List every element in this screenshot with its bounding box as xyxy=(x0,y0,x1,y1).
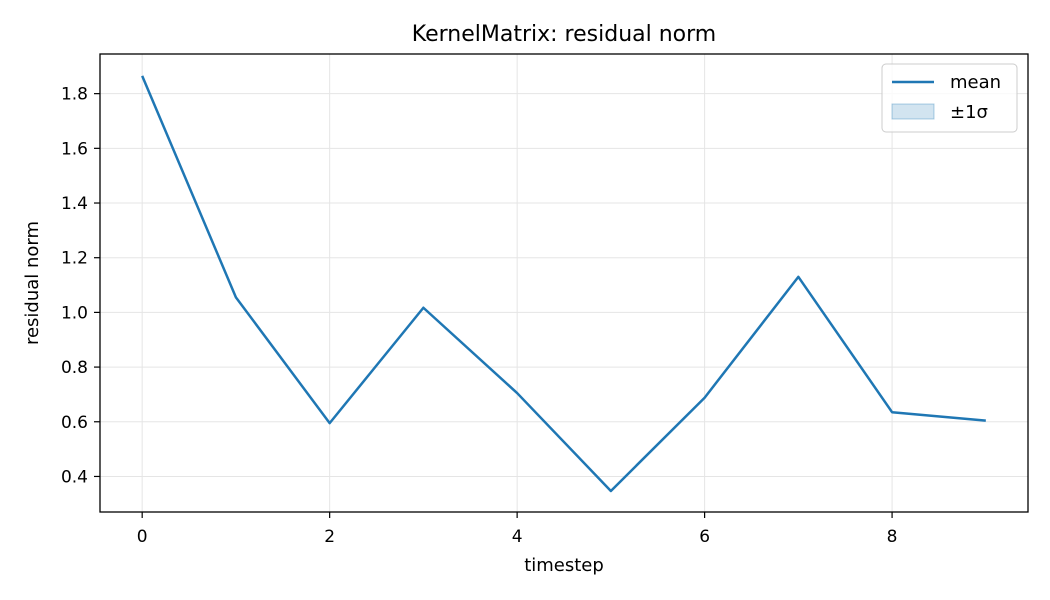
x-tick-label: 4 xyxy=(512,527,523,547)
series-layer xyxy=(141,75,986,493)
y-tick-label: 0.8 xyxy=(61,358,88,378)
legend-band-label: ±1σ xyxy=(950,102,988,123)
plot-area-frame xyxy=(99,53,1029,513)
y-tick-label: 1.8 xyxy=(61,85,88,105)
legend-mean-label: mean xyxy=(950,72,1001,93)
y-axis-ticks: 0.4 0.6 0.8 1.0 1.2 1.4 1.6 1.8 xyxy=(61,85,100,487)
y-tick-label: 1.0 xyxy=(61,303,88,323)
x-axis-ticks: 0 2 4 6 8 xyxy=(137,512,898,547)
y-tick-label: 1.6 xyxy=(61,139,88,159)
x-tick-label: 8 xyxy=(887,527,898,547)
x-tick-label: 0 xyxy=(137,527,148,547)
y-axis-label: residual norm xyxy=(22,221,43,345)
series-mean-line xyxy=(141,75,986,493)
y-tick-label: 0.6 xyxy=(61,413,88,433)
y-tick-label: 1.4 xyxy=(61,194,88,214)
legend: mean ±1σ xyxy=(881,63,1018,133)
y-tick-label: 0.4 xyxy=(61,467,88,487)
y-tick-label: 1.2 xyxy=(61,249,88,269)
x-tick-label: 6 xyxy=(699,527,710,547)
grid-lines xyxy=(100,54,1028,512)
x-axis-label: timestep xyxy=(524,555,604,576)
x-tick-label: 2 xyxy=(324,527,335,547)
chart-title: KernelMatrix: residual norm xyxy=(412,22,716,47)
legend-band-swatch xyxy=(891,103,935,120)
